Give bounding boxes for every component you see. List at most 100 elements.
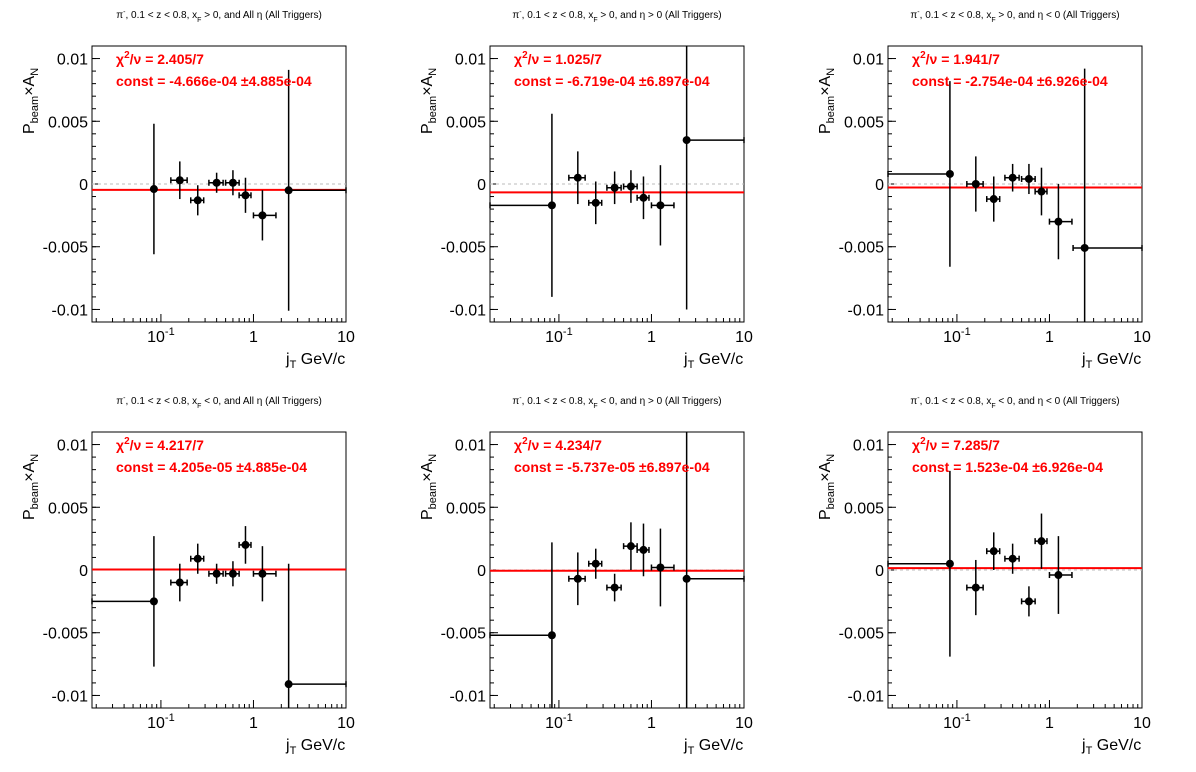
marker: [1024, 597, 1033, 606]
chi2-stat: χ2/ν = 1.941/7: [912, 50, 1000, 67]
marker: [626, 542, 635, 551]
chart-panel-3: π-, 0.1 < z < 0.8, xF > 0, and η < 0 (Al…: [817, 9, 1151, 371]
x-tick-label: 10-1: [147, 712, 175, 732]
x-tick-label: 1: [647, 329, 656, 346]
data-point: [91, 536, 158, 667]
x-axis-label: jT GeV/c: [285, 351, 345, 371]
x-tick-label: 1: [1045, 715, 1054, 732]
marker: [1024, 174, 1033, 183]
data-point: [568, 151, 586, 205]
data-point: [1020, 163, 1036, 195]
x-tick-label: 10: [1133, 715, 1151, 732]
y-axis-label: Pbeam×AN: [419, 68, 439, 134]
data-point: [636, 523, 650, 577]
marker: [610, 583, 619, 592]
x-tick-label: 1: [1045, 329, 1054, 346]
y-tick-label: -0.005: [839, 240, 884, 257]
marker: [212, 178, 221, 187]
chart-title: π-, 0.1 < z < 0.8, xF > 0, and η < 0 (Al…: [910, 9, 1119, 24]
marker: [149, 597, 158, 606]
data-point: [208, 172, 224, 193]
const-stat: const = -4.666e-04 ±4.885e-04: [116, 73, 312, 89]
marker: [193, 554, 202, 563]
x-tick-label: 10: [337, 329, 355, 346]
chart-title: π-, 0.1 < z < 0.8, xF < 0, and η < 0 (Al…: [910, 395, 1119, 410]
marker: [175, 578, 184, 587]
const-stat: const = -5.737e-05 ±6.897e-04: [514, 459, 710, 475]
y-tick-label: 0: [875, 177, 884, 194]
marker: [971, 583, 980, 592]
data-point: [170, 161, 188, 200]
data-point: [489, 542, 556, 708]
data-point: [489, 113, 556, 297]
data-point: [606, 171, 622, 205]
data-point: [224, 170, 240, 196]
const-stat: const = -2.754e-04 ±6.926e-04: [912, 73, 1108, 89]
marker: [284, 680, 293, 689]
marker: [971, 180, 980, 188]
data-point: [252, 190, 277, 241]
const-stat: const = -6.719e-04 ±6.897e-04: [514, 73, 710, 89]
marker: [989, 547, 998, 556]
y-tick-label: 0: [477, 177, 486, 194]
data-point: [887, 81, 954, 267]
x-tick-label: 10-1: [943, 326, 971, 346]
data-point: [1048, 536, 1073, 614]
data-point: [650, 528, 675, 607]
marker: [175, 176, 184, 185]
data-point: [985, 176, 1001, 222]
const-stat: const = 1.523e-04 ±6.926e-04: [912, 459, 1103, 475]
marker: [682, 574, 691, 583]
marker: [212, 569, 221, 578]
marker: [945, 559, 954, 568]
y-tick-label: -0.005: [441, 626, 486, 643]
chart-panel-4: π-, 0.1 < z < 0.8, xF < 0, and All η (Al…: [21, 395, 355, 757]
marker: [989, 195, 998, 204]
x-axis-label: jT GeV/c: [683, 737, 743, 757]
data-point: [966, 156, 984, 212]
y-tick-label: 0.005: [446, 114, 486, 131]
x-axis-label: jT GeV/c: [285, 737, 345, 757]
y-axis-label: Pbeam×AN: [21, 454, 41, 520]
chi2-stat: χ2/ν = 4.234/7: [514, 436, 602, 453]
data-point: [238, 526, 252, 564]
marker: [656, 201, 665, 210]
data-point: [1004, 543, 1020, 574]
chart-title: π-, 0.1 < z < 0.8, xF < 0, and All η (Al…: [116, 395, 322, 410]
data-point: [682, 46, 745, 310]
y-tick-label: 0.005: [844, 114, 884, 131]
data-point: [636, 176, 650, 220]
data-point: [606, 573, 622, 602]
chart-title: π-, 0.1 < z < 0.8, xF < 0, and η > 0 (Al…: [512, 395, 721, 410]
y-tick-label: 0.01: [57, 52, 88, 69]
marker: [149, 185, 158, 194]
marker: [610, 183, 619, 192]
chart-panel-5: π-, 0.1 < z < 0.8, xF < 0, and η > 0 (Al…: [419, 395, 753, 757]
marker: [573, 574, 582, 583]
data-point: [1034, 167, 1048, 216]
data-point: [650, 165, 675, 246]
data-point: [189, 185, 205, 216]
data-point: [682, 432, 745, 708]
y-tick-label: 0: [875, 563, 884, 580]
data-point: [149, 123, 158, 255]
y-tick-label: 0.01: [455, 52, 486, 69]
chart-panel-1: π-, 0.1 < z < 0.8, xF > 0, and All η (Al…: [21, 9, 355, 371]
data-point: [284, 69, 347, 311]
marker: [1008, 173, 1017, 182]
chart-panel-2: π-, 0.1 < z < 0.8, xF > 0, and η > 0 (Al…: [419, 9, 753, 371]
marker: [228, 569, 237, 578]
marker: [682, 136, 691, 145]
x-tick-label: 1: [249, 715, 258, 732]
y-axis-label: Pbeam×AN: [817, 454, 837, 520]
y-tick-label: 0: [477, 563, 486, 580]
x-tick-label: 1: [249, 329, 258, 346]
marker: [1054, 571, 1063, 580]
marker: [258, 211, 267, 220]
x-axis-label: jT GeV/c: [1081, 737, 1141, 757]
data-point: [1020, 586, 1036, 617]
marker: [1008, 554, 1017, 563]
const-stat: const = 4.205e-05 ±4.885e-04: [116, 459, 307, 475]
data-point: [224, 561, 240, 587]
